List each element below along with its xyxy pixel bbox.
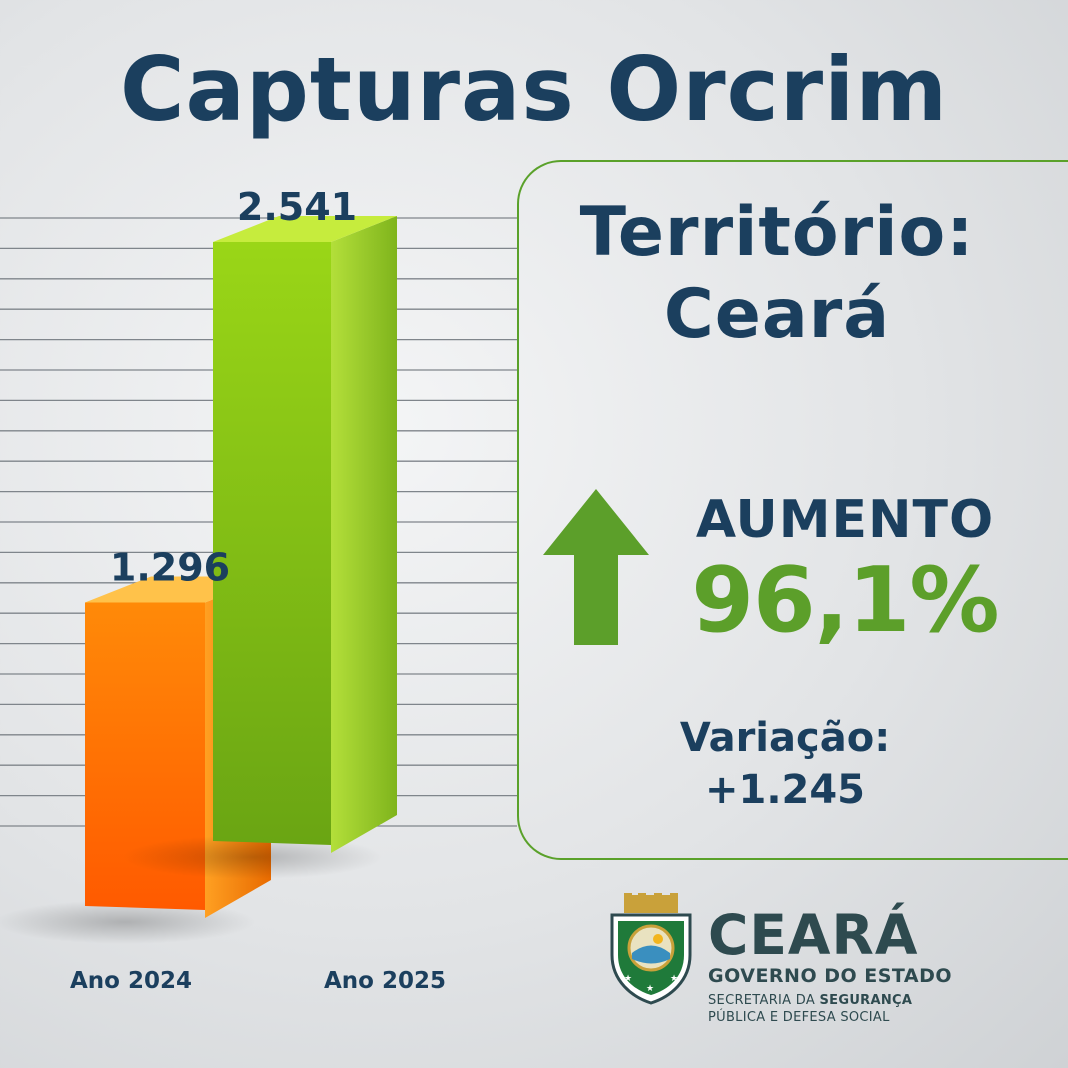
trend-label: AUMENTO bbox=[695, 490, 995, 550]
chart-bars bbox=[0, 216, 397, 944]
territory-label: Território: bbox=[579, 193, 975, 272]
trend-percentage: 96,1% bbox=[691, 548, 999, 653]
svg-text:★: ★ bbox=[646, 984, 654, 994]
logo-state-name: CEARÁ bbox=[708, 903, 919, 967]
svg-text:★: ★ bbox=[670, 974, 678, 984]
territory-name: Ceará bbox=[663, 274, 891, 354]
bar-category-label: Ano 2024 bbox=[70, 968, 192, 994]
svg-text:★: ★ bbox=[624, 974, 632, 984]
logo-government: GOVERNO DO ESTADO bbox=[708, 965, 953, 987]
bar-category-label: Ano 2025 bbox=[324, 968, 446, 994]
logo-department-prefix: SECRETARIA DA bbox=[708, 993, 820, 1008]
variation-value: +1.245 bbox=[704, 767, 866, 813]
bar-front-ano-2025 bbox=[213, 242, 331, 845]
territory-heading: Território: Ceará bbox=[517, 192, 1037, 355]
bar-top bbox=[213, 216, 397, 242]
bar-chart: 1.296 Ano 2024 2.541 Ano 2025 bbox=[0, 185, 517, 994]
logo-department-bold: SEGURANÇA bbox=[819, 993, 913, 1008]
variation-label: Variação: bbox=[679, 715, 891, 761]
state-coat-of-arms-icon: ★ ★ ★ bbox=[610, 893, 692, 1005]
chart-labels: 1.296 Ano 2024 2.541 Ano 2025 bbox=[70, 185, 446, 994]
bar-front-ano-2024 bbox=[85, 602, 205, 910]
bar-value-label: 2.541 bbox=[237, 185, 357, 229]
bar-shadow bbox=[0, 900, 255, 944]
arrow-up-icon bbox=[543, 489, 649, 645]
government-logo: CEARÁ GOVERNO DO ESTADO SECRETARIA DA SE… bbox=[708, 908, 952, 1027]
info-panel bbox=[517, 160, 1068, 860]
bar-value-label: 1.296 bbox=[110, 545, 230, 589]
variation-block: Variação: +1.245 bbox=[640, 712, 930, 816]
logo-department-line2: PÚBLICA E DEFESA SOCIAL bbox=[708, 1009, 890, 1025]
logo-department: SECRETARIA DA SEGURANÇA PÚBLICA E DEFESA… bbox=[708, 993, 952, 1027]
page-title: Capturas Orcrim bbox=[119, 38, 949, 141]
bar-shadow bbox=[123, 835, 383, 879]
bar-side bbox=[331, 216, 397, 853]
